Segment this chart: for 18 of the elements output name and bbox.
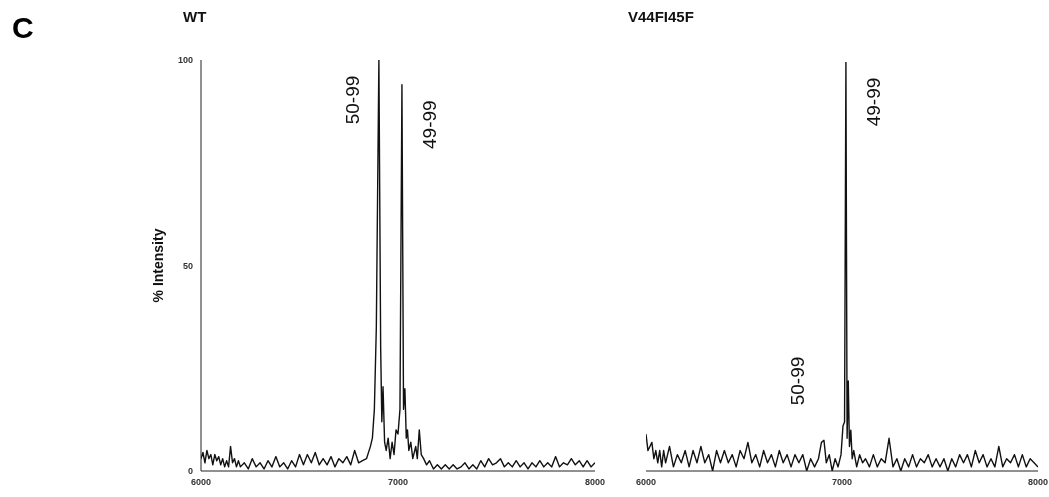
x-tick-label: 8000 bbox=[584, 477, 606, 488]
annotation: 49-99 bbox=[418, 100, 440, 149]
y-tick-label: 0 bbox=[187, 466, 193, 477]
annotation: 50-99 bbox=[341, 75, 363, 125]
x-tick-label: 7000 bbox=[387, 477, 409, 488]
text: C bbox=[12, 11, 34, 44]
y-tick-label: 50 bbox=[182, 260, 193, 271]
y-tick-label: 100 bbox=[177, 55, 193, 66]
x-tick-label: 6000 bbox=[190, 477, 212, 488]
chart-title: V44FI45F bbox=[628, 8, 694, 25]
chart-title: WT bbox=[183, 8, 207, 25]
x-tick-label: 6000 bbox=[635, 477, 657, 488]
line-series bbox=[201, 60, 595, 470]
annotation: 49-99 bbox=[862, 77, 884, 127]
x-tick-label: 8000 bbox=[1027, 477, 1049, 488]
y-axis-title: % Intensity bbox=[150, 228, 166, 303]
x-tick-label: 7000 bbox=[831, 477, 853, 488]
annotation: 50-99 bbox=[786, 356, 808, 406]
